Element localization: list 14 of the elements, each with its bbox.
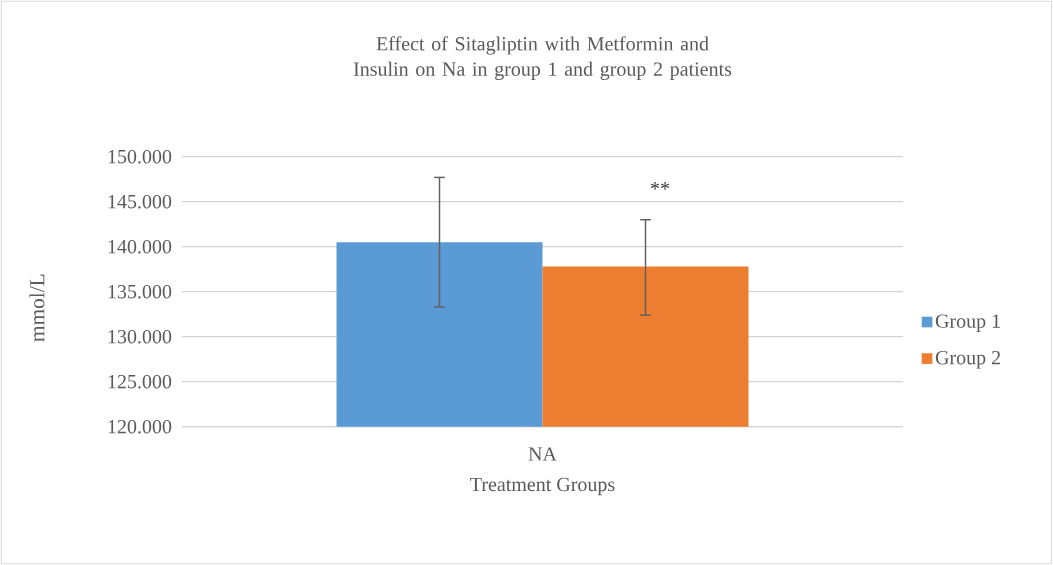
x-tick-label: NA [528, 447, 557, 461]
y-tick-label: 140.000 [108, 239, 172, 254]
y-tick-label: 135.000 [108, 284, 172, 299]
y-tick-label: 130.000 [108, 329, 172, 344]
legend-label: Group 2 [935, 350, 1000, 369]
legend-label: Group 1 [935, 314, 1000, 332]
y-tick-label: 145.000 [108, 194, 172, 209]
y-tick-label: 125.000 [108, 374, 172, 389]
x-axis-title: Treatment Groups [470, 477, 615, 496]
y-tick-label: 150.000 [108, 149, 172, 164]
chart-title: Effect of Sitagliptin with Metformin and Insulin on Na in group 1 and group 2 patients [353, 36, 732, 80]
y-tick-label: 120.000 [108, 419, 172, 434]
annotation: ** [651, 182, 670, 190]
y-axis-title: mmol/L [29, 274, 45, 342]
